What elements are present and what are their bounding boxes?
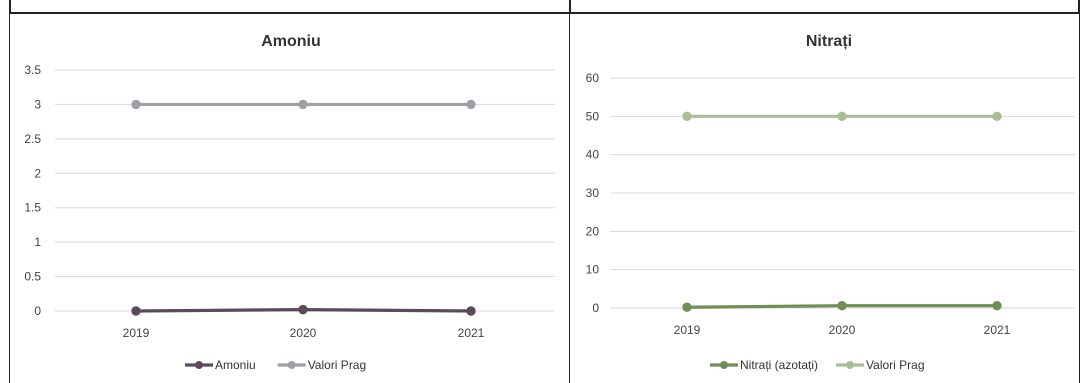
data-point [298, 99, 308, 110]
y-tick-label: 40 [586, 148, 600, 162]
data-point [837, 111, 847, 122]
y-tick-label: 0 [592, 301, 599, 315]
legend-label: Valori Prag [866, 358, 924, 372]
data-point [466, 99, 476, 110]
legend-label: Amoniu [215, 358, 256, 372]
x-tick-label: 2019 [674, 323, 701, 337]
chart-amoniu: Amoniu 0 0.5 1 1.5 2 2.5 3 3.5 2019 2020 2021 Amoniu… [24, 33, 555, 372]
y-tick-label: 0 [34, 304, 41, 318]
legend-marker-dot [195, 361, 203, 369]
y-tick-label: 30 [586, 186, 600, 200]
chart-title: Nitrați [806, 33, 852, 50]
data-point [682, 302, 692, 312]
y-tick-label: 2 [34, 166, 41, 180]
y-tick-label: 1.5 [24, 201, 41, 215]
chart-nitrati: Nitrați 0 10 20 30 40 50 60 2019 2020 2021 Nitrați … [586, 33, 1075, 372]
legend-label: Nitrați (azotați) [740, 358, 818, 372]
x-tick-label: 2021 [458, 326, 485, 340]
data-point [131, 99, 141, 110]
data-point [298, 304, 308, 315]
legend-label: Valori Prag [308, 358, 366, 372]
legend-marker-dot [287, 361, 296, 369]
table-border-top [0, 0, 1091, 14]
data-point [837, 301, 847, 311]
y-tick-label: 3 [34, 97, 41, 111]
y-tick-label: 1 [34, 235, 41, 249]
x-tick-label: 2020 [829, 323, 856, 337]
y-tick-label: 3.5 [24, 63, 41, 77]
chart-panel-nitrati: Nitrați 0 10 20 30 40 50 60 2019 2020 2021 Nitrați … [570, 14, 1080, 383]
data-point [682, 111, 692, 122]
y-tick-label: 50 [586, 109, 600, 123]
x-tick-label: 2019 [123, 326, 150, 340]
y-tick-label: 2.5 [24, 132, 41, 146]
data-point [992, 301, 1002, 311]
x-tick-label: 2021 [984, 323, 1011, 337]
data-point [466, 306, 476, 316]
y-tick-label: 60 [586, 71, 600, 85]
y-tick-label: 0.5 [24, 270, 41, 284]
y-tick-label: 10 [586, 263, 600, 277]
legend-marker-dot [720, 361, 728, 369]
data-point [131, 306, 141, 316]
chart-panel-amoniu: Amoniu 0 0.5 1 1.5 2 2.5 3 3.5 2019 2020 2021 Amoniu… [9, 14, 570, 383]
data-point [992, 111, 1002, 122]
y-tick-label: 20 [586, 224, 600, 238]
x-tick-label: 2020 [290, 326, 317, 340]
chart-title: Amoniu [261, 33, 321, 50]
legend-marker-dot [846, 361, 855, 369]
